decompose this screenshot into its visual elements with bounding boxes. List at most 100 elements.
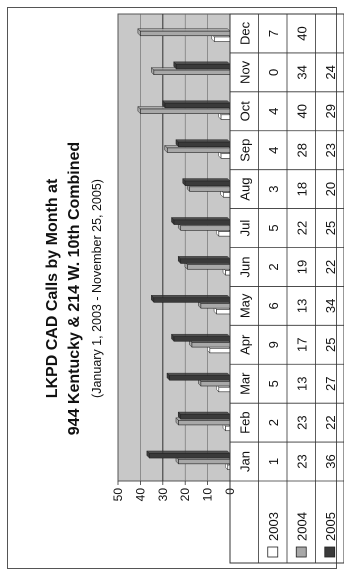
bar-2004	[187, 264, 231, 270]
bar-side-2005	[177, 256, 231, 260]
bar-2003	[220, 153, 231, 159]
plot-area	[117, 13, 231, 482]
category-label: Nov	[237, 60, 252, 84]
bar-side-2004	[137, 28, 231, 32]
bar-side-2005	[166, 372, 231, 376]
data-label: 20	[323, 182, 338, 196]
bar-2005	[180, 258, 231, 264]
category-label: Jan	[237, 451, 252, 472]
category-label: May	[237, 293, 252, 318]
y-tick-label: 20	[178, 488, 192, 502]
data-label: 24	[323, 65, 338, 79]
bar-side-2005	[175, 139, 231, 143]
category-label: Oct	[237, 101, 252, 122]
bar-2005	[173, 219, 231, 225]
bar-2003	[218, 231, 231, 237]
data-label: 0	[266, 69, 281, 76]
legend-label: 2005	[323, 512, 338, 541]
data-label: 23	[294, 415, 309, 429]
legend-label: 2003	[266, 512, 281, 541]
data-label: 22	[323, 415, 338, 429]
bar-2005	[149, 453, 231, 459]
data-label: 40	[294, 104, 309, 118]
chart-frame	[7, 7, 337, 569]
bar-2005	[153, 297, 231, 303]
data-label: 17	[294, 338, 309, 352]
bar-2004	[153, 69, 231, 75]
data-label: 25	[323, 221, 338, 235]
category-label: Jun	[237, 256, 252, 277]
bar-2004	[200, 381, 231, 387]
bar-2004	[140, 30, 231, 37]
bar-2005	[175, 63, 231, 70]
data-label: 29	[323, 104, 338, 118]
y-tick-label: 30	[156, 488, 170, 502]
category-label: Feb	[237, 411, 252, 433]
bar-side-2005	[150, 295, 231, 299]
data-label: 18	[294, 182, 309, 196]
data-label: 22	[323, 260, 338, 274]
data-label: 5	[266, 380, 281, 387]
bar-2005	[164, 102, 231, 109]
bar-2004	[178, 458, 231, 465]
bar-side-2005	[170, 333, 231, 337]
bar-side-2005	[177, 411, 231, 415]
data-label: 27	[323, 376, 338, 390]
bar-side-2005	[173, 61, 231, 65]
data-label: 40	[294, 26, 309, 40]
data-label: 25	[323, 338, 338, 352]
data-label: 2	[266, 419, 281, 426]
bar-2004	[166, 147, 231, 153]
data-label: 5	[266, 224, 281, 231]
data-label: 4	[266, 147, 281, 154]
y-tick-label: 10	[201, 488, 215, 502]
bar-2003	[220, 114, 231, 120]
y-tick-label: 40	[133, 488, 147, 502]
bar-2004	[189, 186, 231, 192]
bar-2004	[180, 225, 231, 231]
bar-2003	[209, 347, 231, 354]
legend-label: 2004	[294, 512, 309, 541]
data-label: 28	[294, 143, 309, 157]
data-label: 7	[266, 30, 281, 37]
category-label: Aug	[237, 178, 252, 201]
data-label: 3	[266, 186, 281, 193]
data-label: 6	[266, 302, 281, 309]
data-label: 9	[266, 341, 281, 348]
bar-2004	[191, 342, 231, 348]
bar-2003	[225, 425, 231, 432]
bar-2003	[214, 36, 231, 42]
legend-swatch-2003	[267, 546, 279, 558]
category-label: Jul	[237, 220, 252, 237]
bar-2003	[222, 192, 231, 198]
bar-2005	[178, 141, 231, 148]
bar-side-2005	[170, 217, 231, 221]
bar-2003	[218, 386, 231, 393]
data-label: 34	[294, 65, 309, 79]
data-label: 13	[294, 376, 309, 390]
bar-side-2005	[146, 450, 231, 454]
category-label: Apr	[237, 334, 252, 355]
data-label: 1	[266, 458, 281, 465]
bar-2003	[216, 309, 231, 315]
bar-2005	[180, 414, 231, 420]
data-label: 34	[323, 299, 338, 313]
y-tick-label: 50	[111, 488, 125, 502]
legend-swatch-2004	[295, 546, 307, 558]
bar-side-2005	[161, 100, 231, 104]
data-label: 2	[266, 263, 281, 270]
bar-2005	[169, 375, 231, 381]
bar-side-2005	[182, 178, 231, 182]
category-label: Dec	[237, 21, 252, 45]
bar-2004	[140, 108, 231, 114]
bar-2003	[225, 270, 231, 276]
category-label: Sep	[237, 139, 252, 162]
data-label: 13	[294, 299, 309, 313]
bar-2005	[184, 180, 231, 186]
bar-2004	[200, 303, 231, 309]
bar-2004	[178, 420, 231, 426]
legend-swatch-2005	[324, 546, 336, 558]
